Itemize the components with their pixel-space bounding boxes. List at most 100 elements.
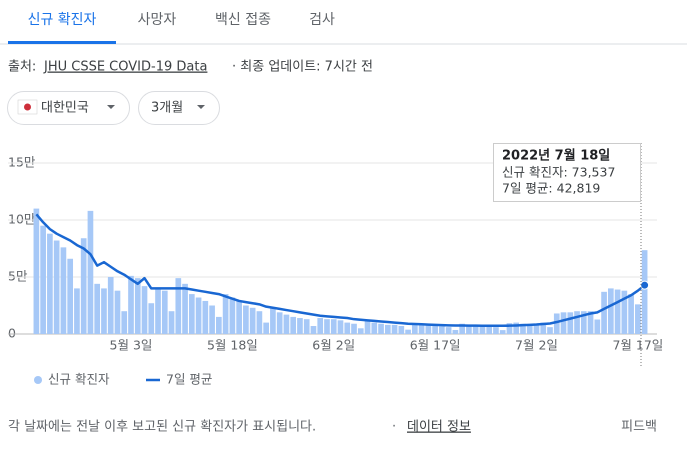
legend-label: 7일 평균 <box>166 372 212 387</box>
bar <box>148 303 155 334</box>
tab[interactable]: 사망자 <box>138 12 177 28</box>
bar <box>466 324 472 334</box>
footer-link[interactable]: 데이터 정보 <box>407 420 471 435</box>
bar <box>398 326 405 334</box>
bar <box>87 210 94 334</box>
bar <box>614 289 621 334</box>
bar <box>452 330 459 334</box>
bar <box>155 288 161 334</box>
bar <box>371 322 378 334</box>
bar <box>526 324 533 334</box>
bar <box>344 322 351 334</box>
dropdown-label: 3개월 <box>151 101 183 116</box>
bar <box>303 319 310 334</box>
bar <box>182 283 188 334</box>
x-tick-label: 7월 17일 <box>612 338 663 353</box>
bar <box>188 294 195 334</box>
bar <box>635 304 641 334</box>
bar <box>80 238 87 334</box>
source-link[interactable]: JHU CSSE COVID-19 Data <box>43 60 207 75</box>
bar <box>513 322 520 334</box>
bar <box>141 286 148 334</box>
tab[interactable]: 신규 확진자 <box>28 12 97 28</box>
bar <box>587 311 594 334</box>
bar <box>594 319 601 334</box>
bar <box>378 323 384 334</box>
bar <box>229 297 236 334</box>
bar <box>209 305 215 334</box>
legend-label: 신규 확진자 <box>48 372 110 387</box>
tab[interactable]: 백신 접종 <box>215 12 271 28</box>
bar <box>445 327 452 334</box>
dropdown-arrow <box>197 105 205 109</box>
bar <box>499 330 506 334</box>
x-tick-label: 7월 2일 <box>515 338 558 353</box>
bar <box>74 288 80 334</box>
bar <box>40 225 46 334</box>
x-tick-label: 5월 18일 <box>207 338 258 353</box>
bar <box>506 323 513 334</box>
average-line <box>35 213 646 328</box>
y-tick-label: 5만 <box>8 269 28 284</box>
bar <box>33 208 40 334</box>
bar <box>472 325 479 334</box>
bar <box>290 316 297 334</box>
y-tick-label: 0 <box>8 326 16 341</box>
tooltip-date: 2022년 7월 18일 <box>502 148 610 164</box>
bar <box>276 312 283 334</box>
bar <box>47 233 53 334</box>
feedback-link[interactable]: 피드백 <box>621 420 657 435</box>
bar <box>337 320 344 334</box>
bar <box>60 247 67 334</box>
x-tick-label: 6월 2일 <box>312 338 355 353</box>
bar <box>553 313 560 334</box>
bar <box>533 324 540 334</box>
update-info: · 최종 업데이트: 7시간 전 <box>232 60 373 75</box>
bar <box>175 278 182 334</box>
bar <box>216 316 222 334</box>
bar <box>101 288 107 334</box>
bar <box>628 294 634 334</box>
bar <box>351 323 357 334</box>
bar <box>263 322 269 334</box>
bar <box>391 324 398 334</box>
bar <box>459 323 465 334</box>
flag-emblem <box>24 103 31 111</box>
hover-point <box>640 280 650 290</box>
bar <box>270 307 276 334</box>
bar <box>202 300 209 334</box>
bar <box>168 311 175 334</box>
bar <box>580 311 587 334</box>
bar <box>161 290 168 334</box>
bar <box>439 326 445 334</box>
footer-note: 각 날짜에는 전날 이후 보고된 신규 확진자가 표시됩니다. <box>8 420 316 435</box>
bar <box>67 258 74 334</box>
bar <box>114 290 121 334</box>
bar <box>486 326 493 334</box>
country-dropdown[interactable] <box>7 91 130 125</box>
bar <box>425 325 432 334</box>
footer-separator: · <box>392 420 396 435</box>
bar <box>256 311 263 334</box>
bar <box>236 300 242 334</box>
dropdown-label: 대한민국 <box>41 101 89 116</box>
tab[interactable]: 검사 <box>309 12 335 28</box>
x-tick-label: 6월 17일 <box>410 338 461 353</box>
source-label: 출처: <box>8 60 36 75</box>
bar <box>493 327 499 334</box>
bar <box>574 311 580 334</box>
bar <box>243 305 249 334</box>
bar <box>128 275 134 334</box>
bar <box>121 311 128 334</box>
dropdown-arrow <box>107 105 115 109</box>
bar <box>520 323 526 334</box>
bar <box>134 278 141 334</box>
bar <box>384 324 391 334</box>
y-tick-label: 15만 <box>8 155 36 170</box>
bar <box>324 319 330 334</box>
bar <box>330 319 337 334</box>
bar <box>412 323 418 334</box>
period-dropdown[interactable] <box>138 91 220 125</box>
bar <box>222 294 229 334</box>
bar <box>249 307 256 334</box>
